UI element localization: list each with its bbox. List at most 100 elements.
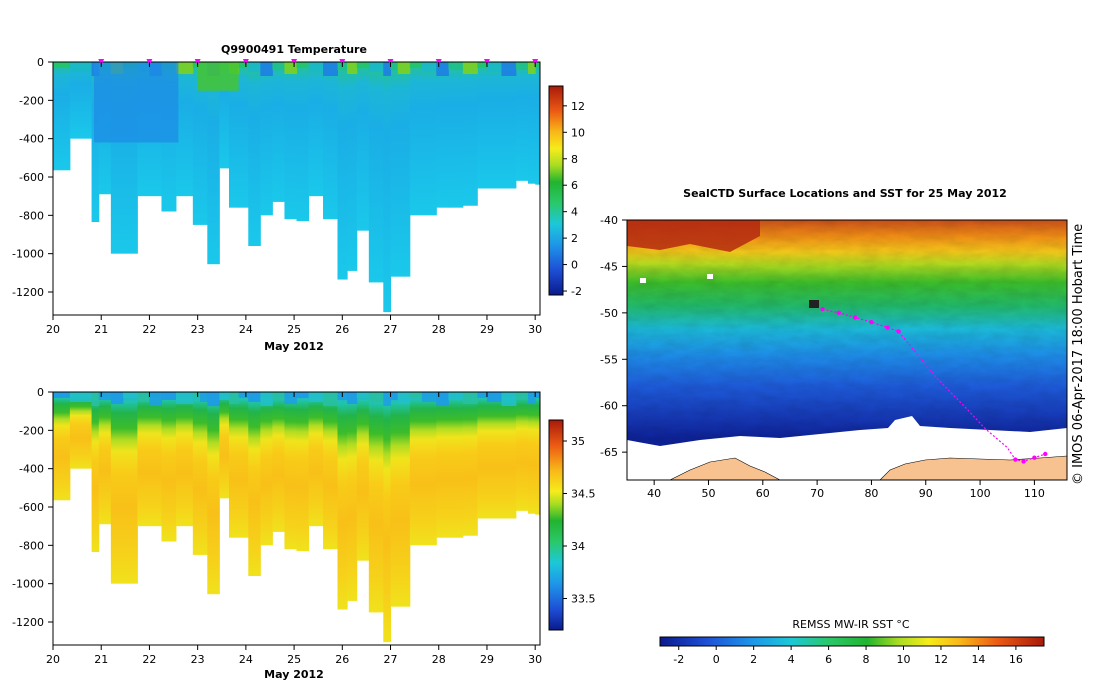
profile-column — [219, 392, 230, 499]
mixed-layer-cell — [192, 62, 201, 68]
mixed-layer-cell — [284, 62, 297, 74]
sst-map-y-axis: -40 -45 -50 -55 -60 -65 — [600, 214, 627, 459]
temperature-title: Q9900491 Temperature — [221, 43, 367, 56]
mixed-layer-cell — [347, 62, 358, 74]
profile-column — [462, 62, 478, 206]
mixed-layer-cell — [409, 392, 423, 398]
sst-map-x-axis: 40 50 60 70 80 90 100 110 — [647, 480, 1045, 500]
mixed-layer-cell — [207, 392, 220, 406]
sst-colorbar — [659, 636, 1045, 647]
x-tick-label: 24 — [239, 323, 253, 336]
mixed-layer-cell — [296, 62, 310, 68]
colorbar-tick-label: 35 — [571, 435, 585, 448]
x-tick-label: 29 — [480, 323, 494, 336]
lat-tick-label: -50 — [600, 307, 618, 320]
mixed-layer-cell — [436, 62, 449, 76]
profile-column — [409, 62, 423, 216]
profile-column — [53, 62, 71, 171]
colorbar-tick-label: 34.5 — [571, 488, 596, 501]
track-position — [885, 325, 890, 330]
track-position — [869, 319, 874, 325]
profile-column — [368, 62, 384, 283]
mixed-layer-cell — [421, 62, 437, 72]
x-tick-label: 29 — [480, 653, 494, 666]
profile-column — [390, 392, 399, 607]
x-tick-label: 28 — [432, 323, 446, 336]
cold-water-patch — [93, 62, 179, 143]
lat-tick-label: -40 — [600, 214, 618, 227]
mixed-layer-cell — [238, 392, 249, 398]
colorbar-tick-label: -2 — [571, 285, 582, 298]
track-position — [820, 306, 825, 312]
x-tick-label: 22 — [142, 323, 156, 336]
profile-column — [248, 392, 261, 576]
profile-column — [515, 392, 529, 511]
mixed-layer-cell — [122, 392, 138, 398]
x-tick-label: 21 — [94, 323, 108, 336]
lat-tick-label: -60 — [600, 400, 618, 413]
mixed-layer-cell — [383, 62, 392, 76]
lon-tick-label: 110 — [1024, 487, 1045, 500]
sst-colorbar-tick-label: 8 — [863, 653, 870, 666]
mixed-layer-cell — [192, 392, 201, 398]
colorbar-tick-label: 6 — [571, 179, 578, 192]
profile-column — [436, 62, 449, 208]
sst-map-panel: SealCTD Surface Locations and SST for 25… — [600, 187, 1086, 666]
y-tick-label: -400 — [19, 463, 44, 476]
profile-column — [110, 392, 124, 584]
mixed-layer-cell — [200, 392, 208, 402]
lat-tick-label: -65 — [600, 446, 618, 459]
profile-column — [248, 62, 261, 246]
colorbar-tick-label: 33.5 — [571, 593, 596, 606]
sst-colorbar-tick-label: 6 — [825, 653, 832, 666]
mixed-layer-cell — [409, 62, 423, 68]
sst-colorbar-tick-label: 10 — [897, 653, 911, 666]
sst-colorbar-tick-label: 0 — [713, 653, 720, 666]
x-tick-label: 22 — [142, 653, 156, 666]
profile-column — [448, 392, 464, 538]
y-tick-label: -800 — [19, 209, 44, 222]
salinity-y-axis: 0 -200 -400 -600 -800 -1000 -1200 — [12, 386, 53, 629]
mixed-layer-cell — [527, 62, 536, 74]
sst-colorbar-tick-label: 14 — [971, 653, 985, 666]
profile-column — [368, 392, 384, 613]
profile-column — [69, 62, 93, 139]
x-tick-label: 26 — [335, 653, 349, 666]
mixed-layer-cell — [228, 392, 240, 404]
temperature-x-label: May 2012 — [264, 340, 324, 353]
track-position — [896, 329, 901, 334]
lon-tick-label: 50 — [701, 487, 715, 500]
y-tick-label: -1000 — [12, 248, 44, 261]
profile-column — [383, 62, 392, 313]
mixed-layer-cell — [69, 392, 93, 402]
profile-column — [421, 62, 437, 216]
temperature-colorbar-ticks: -2 0 2 4 6 8 10 12 — [563, 100, 585, 298]
profile-column — [296, 62, 310, 222]
profile-column — [260, 62, 273, 216]
mixed-layer-cell — [448, 392, 464, 400]
profile-column — [436, 392, 449, 538]
mixed-layer-cell — [308, 62, 324, 72]
lon-tick-label: 100 — [970, 487, 991, 500]
lon-tick-label: 40 — [647, 487, 661, 500]
profile-column — [98, 392, 112, 525]
mixed-layer-cell — [448, 62, 464, 70]
profile-column — [486, 392, 502, 519]
profile-column — [448, 62, 464, 208]
track-position — [1043, 451, 1048, 457]
profile-column — [175, 392, 194, 527]
mixed-layer-cell — [397, 392, 411, 404]
mixed-layer-cell — [260, 392, 273, 406]
profile-column — [122, 392, 138, 584]
colorbar-tick-label: 10 — [571, 126, 585, 139]
mixed-layer-cell — [501, 62, 517, 76]
y-tick-label: -1200 — [12, 286, 44, 299]
profile-column — [308, 62, 324, 197]
antarctica-land-east — [879, 455, 1067, 480]
mixed-layer-cell — [368, 62, 384, 72]
mixed-layer-cell — [323, 392, 338, 406]
profile-column — [219, 62, 230, 169]
y-tick-label: -200 — [19, 94, 44, 107]
mixed-layer-cell — [175, 392, 194, 404]
